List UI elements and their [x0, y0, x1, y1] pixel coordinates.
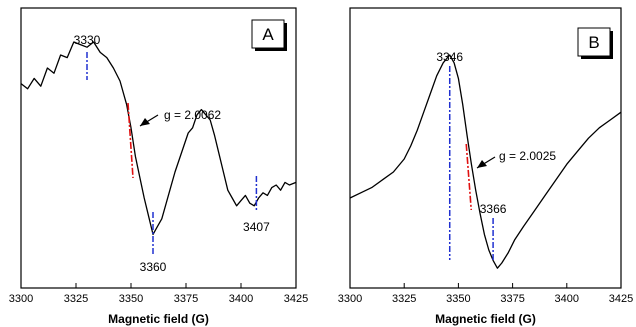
plot-frame-b — [349, 7, 622, 289]
peak-label: 3346 — [436, 50, 463, 64]
panel-label: B — [588, 33, 599, 52]
x-tick-label: 3400 — [229, 293, 253, 305]
peak-label: 3360 — [140, 260, 167, 274]
x-tick-label: 3300 — [338, 293, 362, 305]
panel-label: A — [262, 25, 274, 44]
panel-label-box — [251, 19, 285, 49]
x-tick-label: 3350 — [119, 293, 143, 305]
x-tick-label: 3350 — [446, 293, 470, 305]
g-factor-marker — [465, 143, 473, 211]
x-tick-label: 3325 — [392, 293, 416, 305]
x-tick-label: 3375 — [174, 293, 198, 305]
g-factor-label: g = 2.0062 — [164, 108, 221, 122]
x-axis-title: Magnetic field (G) — [435, 312, 536, 326]
g-arrow-head — [140, 118, 150, 126]
plot-frame-a — [20, 7, 297, 289]
peak-label: 3330 — [74, 33, 101, 47]
x-axis-title: Magnetic field (G) — [108, 312, 209, 326]
x-tick-label: 3425 — [284, 293, 308, 305]
g-factor-label: g = 2.0025 — [499, 149, 556, 163]
spectrum-line-b — [349, 54, 622, 269]
spectrum-line-a — [20, 41, 297, 236]
x-tick-label: 3425 — [609, 293, 633, 305]
x-tick-label: 3400 — [555, 293, 579, 305]
g-factor-marker — [127, 102, 134, 179]
peak-label: 3366 — [480, 202, 507, 216]
x-tick-label: 3375 — [500, 293, 524, 305]
peak-label: 3407 — [243, 220, 270, 234]
x-tick-label: 3300 — [9, 293, 33, 305]
x-tick-label: 3325 — [64, 293, 88, 305]
panel-label-box — [577, 27, 611, 57]
g-arrow-head — [477, 160, 487, 168]
